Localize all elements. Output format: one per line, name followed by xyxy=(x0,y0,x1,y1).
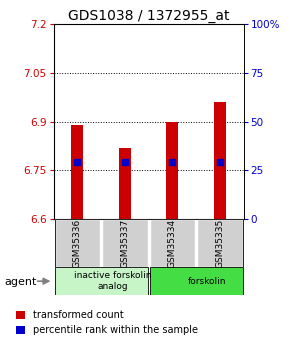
Text: GSM35336: GSM35336 xyxy=(73,219,82,268)
Text: forskolin: forskolin xyxy=(188,277,227,286)
Text: GSM35334: GSM35334 xyxy=(168,219,177,268)
Bar xyxy=(55,267,148,295)
Bar xyxy=(150,219,195,267)
Legend: transformed count, percentile rank within the sample: transformed count, percentile rank withi… xyxy=(17,310,198,335)
Bar xyxy=(55,219,100,267)
Text: GSM35335: GSM35335 xyxy=(215,219,224,268)
Bar xyxy=(71,125,83,219)
Bar xyxy=(119,148,131,219)
Text: agent: agent xyxy=(4,277,37,287)
Text: inactive forskolin
analog: inactive forskolin analog xyxy=(74,272,151,291)
Text: GSM35337: GSM35337 xyxy=(120,219,129,268)
Bar xyxy=(102,219,148,267)
Title: GDS1038 / 1372955_at: GDS1038 / 1372955_at xyxy=(68,9,229,23)
Bar xyxy=(214,102,226,219)
Bar xyxy=(150,267,243,295)
Bar xyxy=(197,219,243,267)
Bar xyxy=(166,121,178,219)
